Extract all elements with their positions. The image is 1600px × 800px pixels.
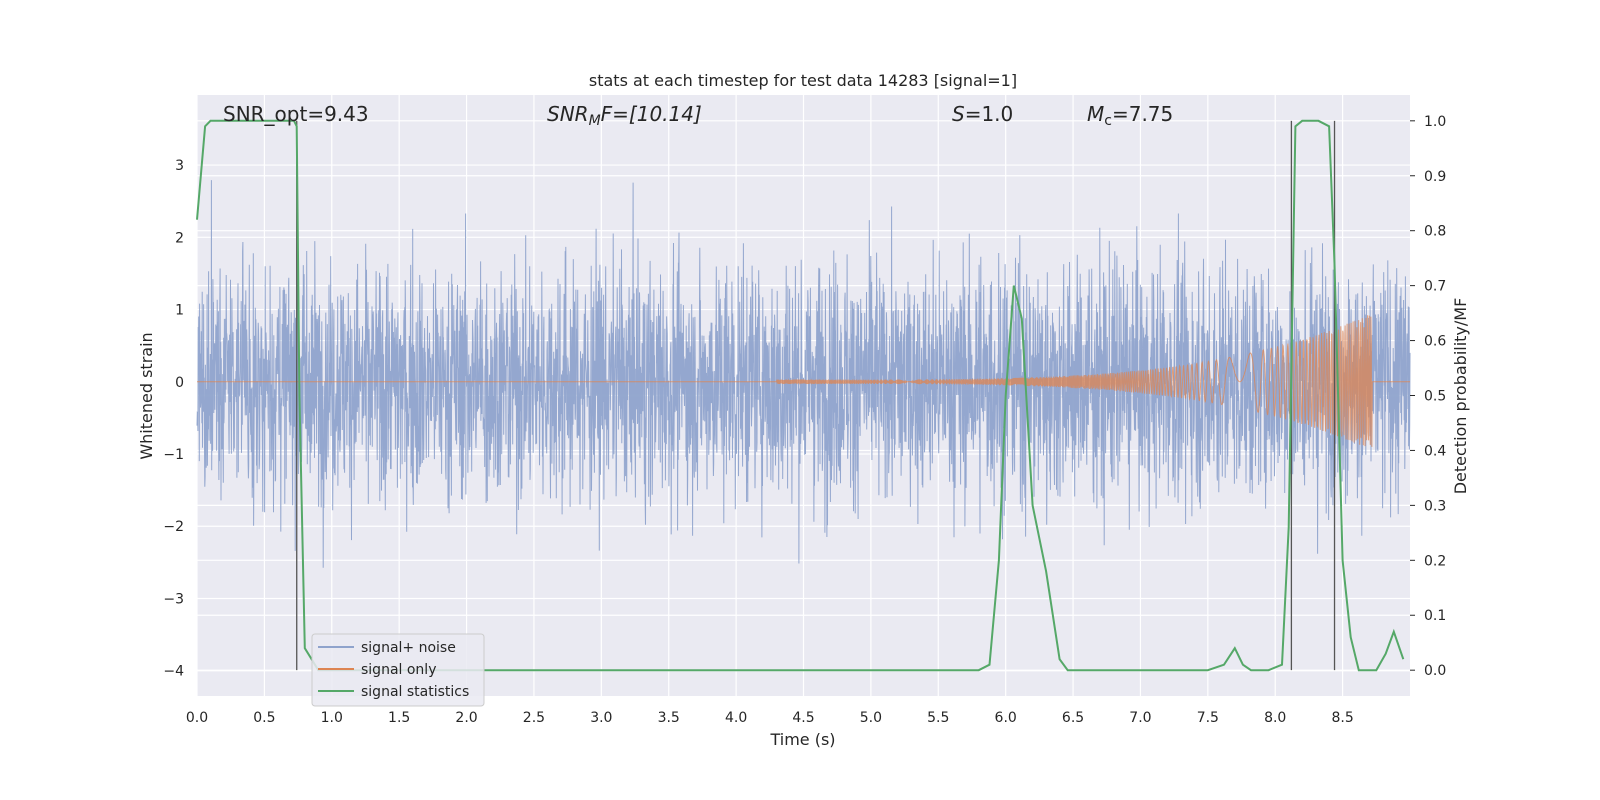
series-signal-noise	[196, 180, 1411, 568]
x-tick-label: 6.0	[995, 710, 1017, 726]
y2-tick-label: 0.4	[1424, 443, 1446, 459]
legend-label-signal-only: signal only	[361, 662, 436, 678]
y2-tick-label: 0.6	[1424, 334, 1446, 350]
x-tick-label: 4.0	[725, 710, 747, 726]
signal-noise-line	[196, 180, 1411, 568]
x-axis-label: Time (s)	[769, 730, 835, 749]
x-tick-label: 2.5	[523, 710, 545, 726]
y2-tick-label: 0.3	[1424, 498, 1446, 514]
x-tick-label: 8.5	[1331, 710, 1353, 726]
y2-tick-label: 0.7	[1424, 279, 1446, 295]
y2-tick-label: 0.0	[1424, 663, 1446, 679]
x-tick-label: 1.5	[388, 710, 410, 726]
y-tick-label: 2	[175, 230, 184, 246]
x-tick-label: 0.5	[253, 710, 275, 726]
y-tick-label: 0	[175, 375, 184, 391]
y2-axis-label: Detection probability/MF	[1451, 298, 1470, 495]
x-tick-label: 8.0	[1264, 710, 1286, 726]
x-tick-label: 5.5	[927, 710, 949, 726]
series-signal-only	[197, 315, 1410, 447]
y-tick-label: −3	[163, 591, 184, 607]
y-tick-label: −4	[163, 664, 184, 680]
annotation-snr-mf: SNRMF=[10.14]	[547, 102, 702, 129]
x-tick-label: 3.0	[590, 710, 612, 726]
legend-label-signal-statistics: signal statistics	[361, 684, 469, 700]
annotation-snr-opt: SNR_opt=9.43	[223, 102, 369, 126]
x-tick-label: 7.0	[1129, 710, 1151, 726]
y2-tick-label: 0.1	[1424, 608, 1446, 624]
y-tick-label: −2	[163, 519, 184, 535]
y-tick-label: −1	[163, 447, 184, 463]
x-tick-label: 2.0	[455, 710, 477, 726]
legend: signal+ noise signal only signal statist…	[311, 633, 485, 707]
x-tick-label: 7.5	[1197, 710, 1219, 726]
annotation-mc: Mc=7.75	[1087, 102, 1173, 129]
x-tick-label: 5.0	[860, 710, 882, 726]
series-signal-statistics	[196, 119, 1405, 672]
y2-tick-label: 0.9	[1424, 169, 1446, 185]
x-tick-label: 1.0	[321, 710, 343, 726]
legend-box	[311, 633, 485, 707]
signal-statistics-line	[196, 119, 1405, 672]
y-tick-label: 3	[175, 158, 184, 174]
signal-only-line	[197, 315, 1410, 447]
y-tick-label: 1	[175, 303, 184, 319]
x-tick-label: 0.0	[186, 710, 208, 726]
x-tick-label: 6.5	[1062, 710, 1084, 726]
legend-label-signal-noise: signal+ noise	[361, 640, 456, 656]
y2-tick-label: 1.0	[1424, 114, 1446, 130]
chart-title: stats at each timestep for test data 142…	[589, 71, 1017, 90]
y2-tick-label: 0.2	[1424, 553, 1446, 569]
y-axis-label: Whitened strain	[137, 332, 156, 459]
y2-tick-label: 0.5	[1424, 389, 1446, 405]
annotation-s: S=1.0	[952, 102, 1013, 126]
x-tick-label: 3.5	[658, 710, 680, 726]
ticks: 0.0 0.5 1.0 1.5 2.0 2.5 3.0 3.5 4.0 4.5 5.0 5.5 6.0 6…	[163, 114, 1446, 726]
x-tick-label: 4.5	[792, 710, 814, 726]
y2-tick-label: 0.8	[1424, 224, 1446, 240]
